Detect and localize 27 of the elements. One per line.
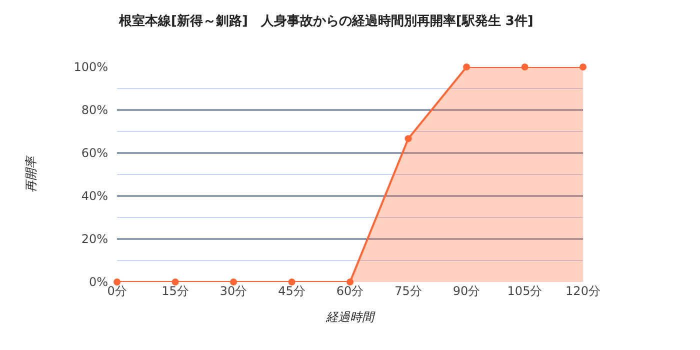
point bbox=[288, 278, 296, 286]
point bbox=[521, 64, 528, 70]
x-tick-label: 90分 bbox=[452, 284, 480, 298]
y-tick-label: 20% bbox=[81, 232, 108, 246]
x-tick-label: 105分 bbox=[507, 284, 542, 298]
x-axis-title: 経過時間 bbox=[325, 310, 376, 324]
point bbox=[404, 135, 412, 142]
x-tick-label: 15分 bbox=[162, 284, 189, 298]
y-tick-label: 100% bbox=[74, 60, 108, 74]
point bbox=[172, 278, 179, 286]
y-tick-label: 60% bbox=[81, 146, 108, 160]
x-tick-label: 30分 bbox=[220, 284, 248, 298]
x-tick-label: 75分 bbox=[394, 284, 422, 298]
y-tick-label: 0% bbox=[88, 275, 108, 290]
x-tick-label: 0分 bbox=[107, 284, 127, 298]
x-tick-label: 45分 bbox=[278, 284, 306, 298]
chart-title: 根室本線[新得～釧路] 人身事故からの経過時間別再開率[駅発生 3件] bbox=[118, 12, 534, 29]
y-axis-title: 再開率 bbox=[24, 154, 38, 192]
y-tick-label: 40% bbox=[81, 189, 108, 204]
point bbox=[114, 278, 120, 286]
point bbox=[580, 64, 586, 70]
point bbox=[230, 278, 237, 286]
y-tick-label: 80% bbox=[81, 103, 108, 118]
point bbox=[463, 64, 470, 70]
x-tick-label: 120分 bbox=[566, 284, 600, 298]
point bbox=[346, 278, 354, 286]
x-tick-label: 60分 bbox=[336, 284, 364, 298]
